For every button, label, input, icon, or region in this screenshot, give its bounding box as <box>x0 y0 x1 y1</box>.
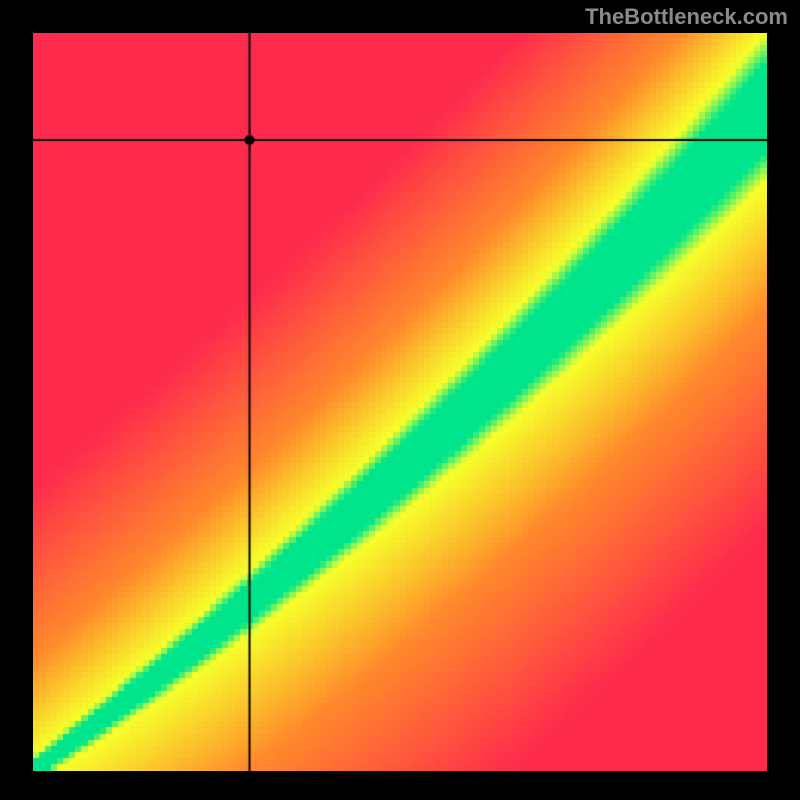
watermark-text: TheBottleneck.com <box>585 4 788 30</box>
chart-container: TheBottleneck.com <box>0 0 800 800</box>
bottleneck-heatmap <box>33 33 767 771</box>
